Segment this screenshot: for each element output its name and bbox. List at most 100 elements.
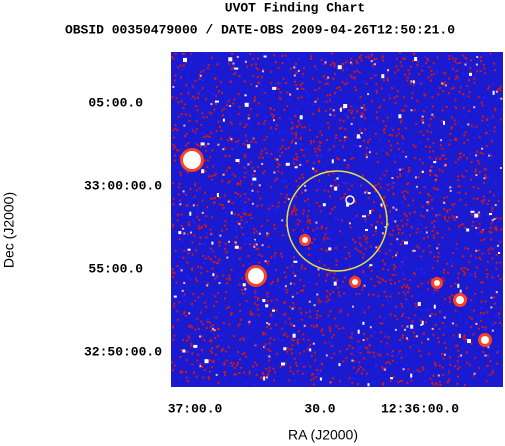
noise-pixel [383, 263, 386, 266]
noise-pixel [416, 100, 419, 103]
noise-pixel [338, 127, 341, 130]
noise-pixel [205, 306, 208, 309]
star [417, 302, 421, 306]
noise-pixel [409, 279, 412, 282]
noise-pixel [313, 304, 316, 307]
noise-pixel [400, 380, 403, 382]
noise-pixel [175, 281, 178, 284]
noise-pixel [429, 146, 432, 149]
noise-pixel [401, 109, 403, 112]
noise-pixel [206, 284, 209, 287]
noise-pixel [250, 158, 252, 161]
noise-pixel [259, 376, 262, 379]
noise-pixel [396, 90, 399, 93]
noise-pixel [403, 109, 405, 112]
noise-pixel [191, 253, 194, 256]
noise-pixel [264, 119, 267, 122]
noise-pixel [336, 279, 339, 282]
noise-pixel [411, 60, 414, 62]
noise-pixel [360, 59, 363, 62]
noise-pixel [386, 342, 388, 345]
star [204, 359, 209, 364]
noise-pixel [226, 282, 229, 285]
noise-pixel [345, 78, 348, 81]
noise-pixel [490, 306, 493, 309]
noise-pixel [211, 360, 214, 363]
noise-pixel [334, 317, 337, 320]
noise-pixel [293, 210, 296, 213]
noise-pixel [367, 214, 370, 216]
noise-pixel [473, 309, 476, 312]
noise-pixel [281, 219, 284, 222]
noise-pixel [391, 255, 394, 258]
noise-pixel [237, 219, 239, 222]
noise-pixel [252, 313, 255, 316]
noise-pixel [401, 334, 404, 337]
noise-pixel [471, 224, 474, 227]
noise-pixel [296, 292, 299, 295]
noise-pixel [251, 326, 254, 329]
noise-pixel [378, 250, 381, 253]
noise-pixel [302, 73, 305, 75]
noise-pixel [370, 54, 373, 57]
noise-pixel [427, 281, 430, 284]
noise-pixel [245, 144, 248, 146]
noise-pixel [299, 362, 302, 365]
noise-pixel [367, 141, 369, 143]
noise-pixel [292, 339, 295, 342]
noise-pixel [489, 129, 492, 132]
noise-pixel [266, 235, 269, 237]
noise-pixel [421, 259, 423, 262]
noise-pixel [331, 52, 334, 55]
noise-pixel [441, 170, 444, 173]
noise-pixel [240, 215, 243, 218]
noise-pixel [478, 134, 481, 137]
noise-pixel [180, 100, 183, 103]
noise-pixel [272, 90, 275, 93]
noise-pixel [313, 169, 316, 172]
noise-pixel [208, 136, 211, 138]
noise-pixel [384, 362, 387, 365]
noise-pixel [291, 344, 294, 347]
noise-pixel [250, 83, 253, 86]
noise-pixel [482, 201, 485, 204]
noise-pixel [313, 325, 316, 328]
noise-pixel [381, 206, 384, 209]
noise-pixel [464, 131, 467, 134]
noise-pixel [273, 254, 276, 257]
noise-pixel [338, 175, 341, 177]
noise-pixel [498, 317, 501, 320]
noise-pixel [423, 93, 426, 96]
noise-pixel [394, 360, 397, 363]
noise-pixel [397, 69, 400, 72]
noise-pixel [201, 302, 204, 305]
noise-pixel [375, 365, 377, 368]
noise-pixel [472, 186, 475, 189]
noise-pixel [366, 338, 369, 340]
noise-pixel [407, 69, 410, 72]
noise-pixel [424, 272, 427, 274]
noise-pixel [321, 225, 324, 228]
noise-pixel [327, 267, 330, 270]
noise-pixel [365, 154, 368, 156]
noise-pixel [239, 194, 242, 197]
noise-pixel [231, 148, 234, 151]
noise-pixel [293, 74, 296, 77]
noise-pixel [317, 298, 320, 301]
noise-pixel [407, 182, 410, 185]
noise-pixel [360, 244, 362, 247]
noise-pixel [172, 182, 174, 185]
noise-pixel [400, 260, 403, 263]
noise-pixel [396, 238, 399, 241]
noise-pixel [303, 154, 306, 157]
noise-pixel [230, 361, 232, 364]
noise-pixel [281, 339, 283, 342]
noise-pixel [383, 195, 386, 198]
noise-pixel [430, 166, 433, 168]
noise-pixel [234, 200, 237, 203]
star [312, 167, 315, 170]
noise-pixel [362, 285, 365, 288]
noise-pixel [386, 116, 389, 119]
noise-pixel [285, 224, 288, 227]
noise-pixel [449, 186, 452, 189]
